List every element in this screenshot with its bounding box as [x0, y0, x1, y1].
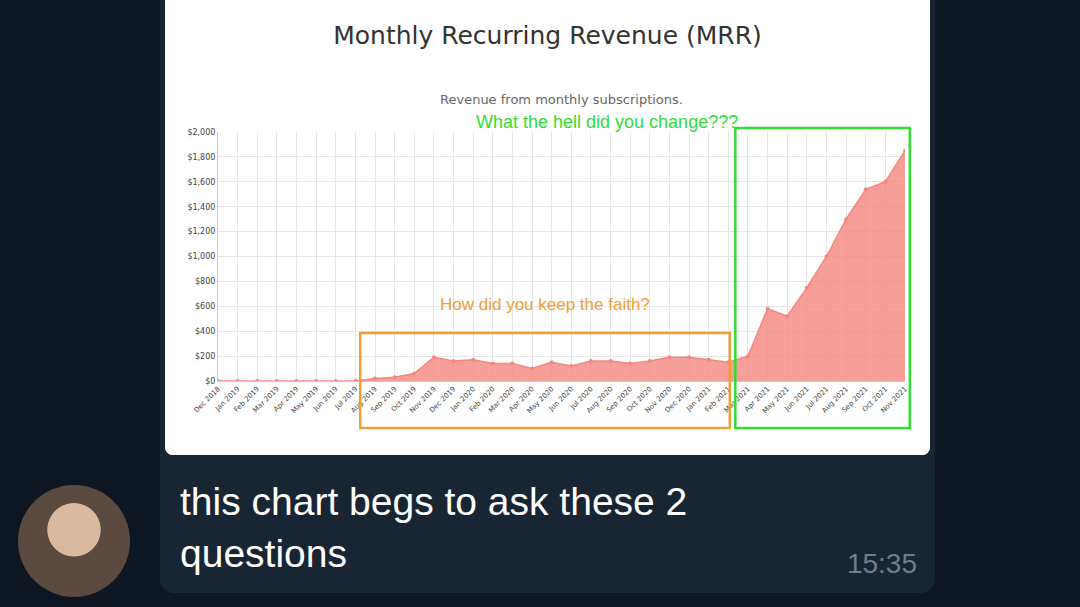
svg-text:Apr 2021: Apr 2021	[743, 385, 771, 413]
svg-text:$1,600: $1,600	[187, 178, 215, 187]
svg-text:Jan 2020: Jan 2020	[449, 385, 477, 413]
svg-text:May 2020: May 2020	[526, 385, 556, 415]
svg-text:$200: $200	[195, 352, 215, 361]
svg-text:$1,800: $1,800	[187, 153, 215, 162]
svg-text:Sep 2019: Sep 2019	[369, 385, 398, 414]
svg-text:Dec 2018: Dec 2018	[192, 385, 221, 414]
svg-text:Monthly Recurring Revenue (MRR: Monthly Recurring Revenue (MRR)	[333, 21, 762, 50]
svg-text:Jun 2021: Jun 2021	[782, 385, 810, 413]
svg-text:$0: $0	[205, 377, 215, 386]
svg-text:Aug 2021: Aug 2021	[820, 385, 849, 414]
svg-text:Oct 2019: Oct 2019	[390, 385, 418, 413]
svg-text:Oct 2021: Oct 2021	[861, 385, 889, 413]
svg-text:Jun 2019: Jun 2019	[311, 385, 339, 413]
svg-text:Nov 2021: Nov 2021	[879, 385, 908, 414]
html-text:15:35: 15:35	[846, 548, 917, 579]
svg-text:Revenue from monthly subscript: Revenue from monthly subscriptions.	[440, 92, 683, 107]
svg-text:Apr 2019: Apr 2019	[272, 385, 300, 413]
svg-text:How did you keep the faith?: How did you keep the faith?	[440, 295, 650, 314]
svg-text:What the hell did you change??: What the hell did you change???	[476, 112, 738, 132]
svg-text:Mar 2019: Mar 2019	[252, 385, 281, 414]
svg-text:Nov 2019: Nov 2019	[408, 385, 437, 414]
svg-text:$1,000: $1,000	[187, 252, 215, 261]
svg-text:$1,200: $1,200	[187, 227, 215, 236]
svg-text:Jul 2021: Jul 2021	[804, 385, 831, 412]
svg-text:Mar 2020: Mar 2020	[487, 385, 516, 414]
svg-text:Apr 2020: Apr 2020	[508, 385, 536, 413]
svg-text:Mar 2021: Mar 2021	[723, 385, 752, 414]
svg-text:Dec 2019: Dec 2019	[428, 385, 457, 414]
svg-text:Jan 2021: Jan 2021	[684, 385, 712, 413]
svg-text:Aug 2019: Aug 2019	[349, 385, 378, 414]
svg-text:Nov 2020: Nov 2020	[644, 385, 673, 414]
svg-text:$600: $600	[195, 302, 215, 311]
svg-text:Aug 2020: Aug 2020	[585, 385, 614, 414]
svg-text:Oct 2020: Oct 2020	[625, 385, 653, 413]
svg-text:May 2019: May 2019	[290, 385, 320, 415]
svg-text:Dec 2020: Dec 2020	[664, 385, 693, 414]
svg-text:$800: $800	[195, 277, 215, 286]
svg-text:Sep 2020: Sep 2020	[605, 385, 634, 414]
svg-text:Jul 2020: Jul 2020	[568, 385, 595, 412]
html-text:this chart begs to ask these 2: this chart begs to ask these 2 questions	[180, 480, 688, 575]
svg-text:Feb 2019: Feb 2019	[233, 385, 262, 414]
svg-text:Feb 2021: Feb 2021	[704, 385, 733, 414]
svg-text:Sep 2021: Sep 2021	[840, 385, 869, 414]
svg-text:$1,400: $1,400	[187, 203, 215, 212]
svg-text:Feb 2020: Feb 2020	[468, 385, 497, 414]
svg-text:Jun 2020: Jun 2020	[547, 385, 575, 413]
svg-text:May 2021: May 2021	[761, 385, 791, 415]
svg-text:$400: $400	[195, 327, 215, 336]
svg-text:$2,000: $2,000	[187, 128, 215, 137]
svg-text:Jul 2019: Jul 2019	[333, 385, 360, 412]
svg-text:Jan 2019: Jan 2019	[213, 385, 241, 413]
